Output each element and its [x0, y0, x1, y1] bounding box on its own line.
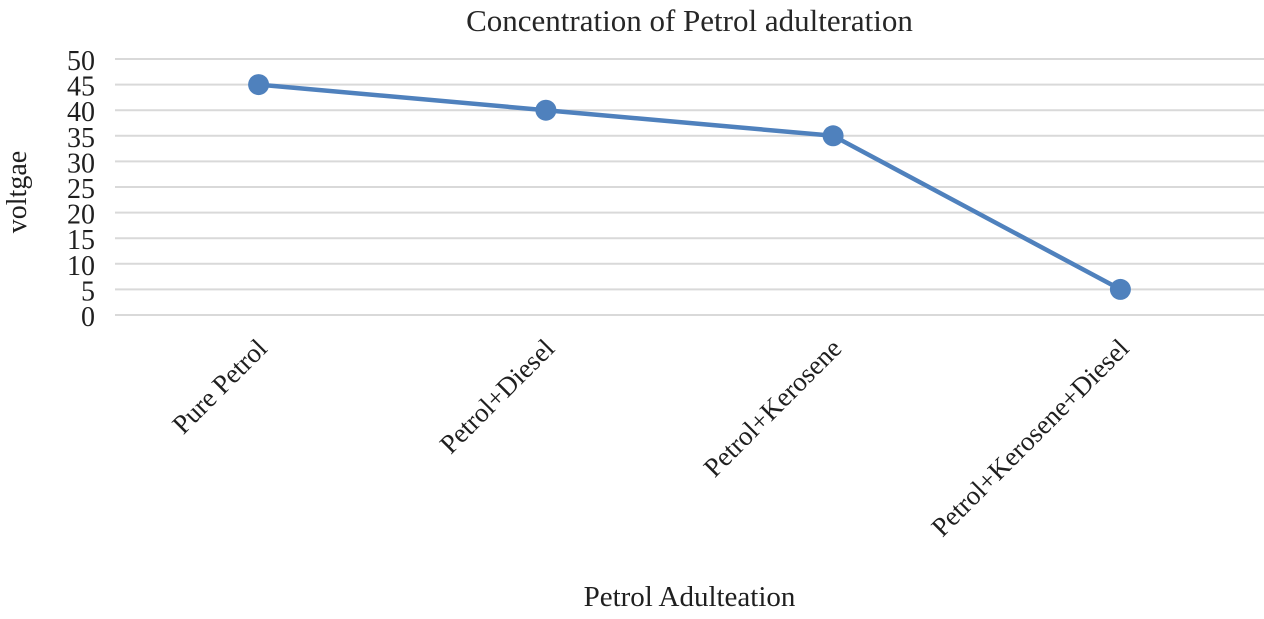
y-tick-label: 25	[67, 174, 95, 205]
data-point-marker	[248, 74, 270, 96]
y-tick-label: 40	[67, 97, 95, 128]
y-tick-label: 50	[67, 46, 95, 77]
y-tick-label: 10	[67, 251, 95, 282]
series-line	[256, 82, 1123, 292]
data-point-marker	[535, 99, 557, 121]
x-category-label: Petrol+Kerosene	[698, 333, 848, 483]
y-tick-label: 45	[67, 72, 95, 103]
data-point-marker	[1109, 278, 1131, 300]
data-point-marker	[822, 125, 844, 147]
x-axis-title: Petrol Adulteation	[583, 581, 796, 613]
y-tick-label: 15	[67, 225, 95, 256]
y-tick-label: 20	[67, 200, 95, 231]
y-tick-label: 5	[81, 276, 95, 307]
y-tick-label: 35	[67, 123, 95, 154]
y-tick-label: 30	[67, 148, 95, 179]
x-category-label: Petrol+Diesel	[434, 333, 560, 459]
x-category-label: Petrol+Kerosene+Diesel	[925, 333, 1134, 542]
chart-title: Concentration of Petrol adulteration	[466, 3, 913, 38]
x-category-label: Pure Petrol	[166, 333, 273, 440]
y-tick-label: 0	[81, 302, 95, 333]
